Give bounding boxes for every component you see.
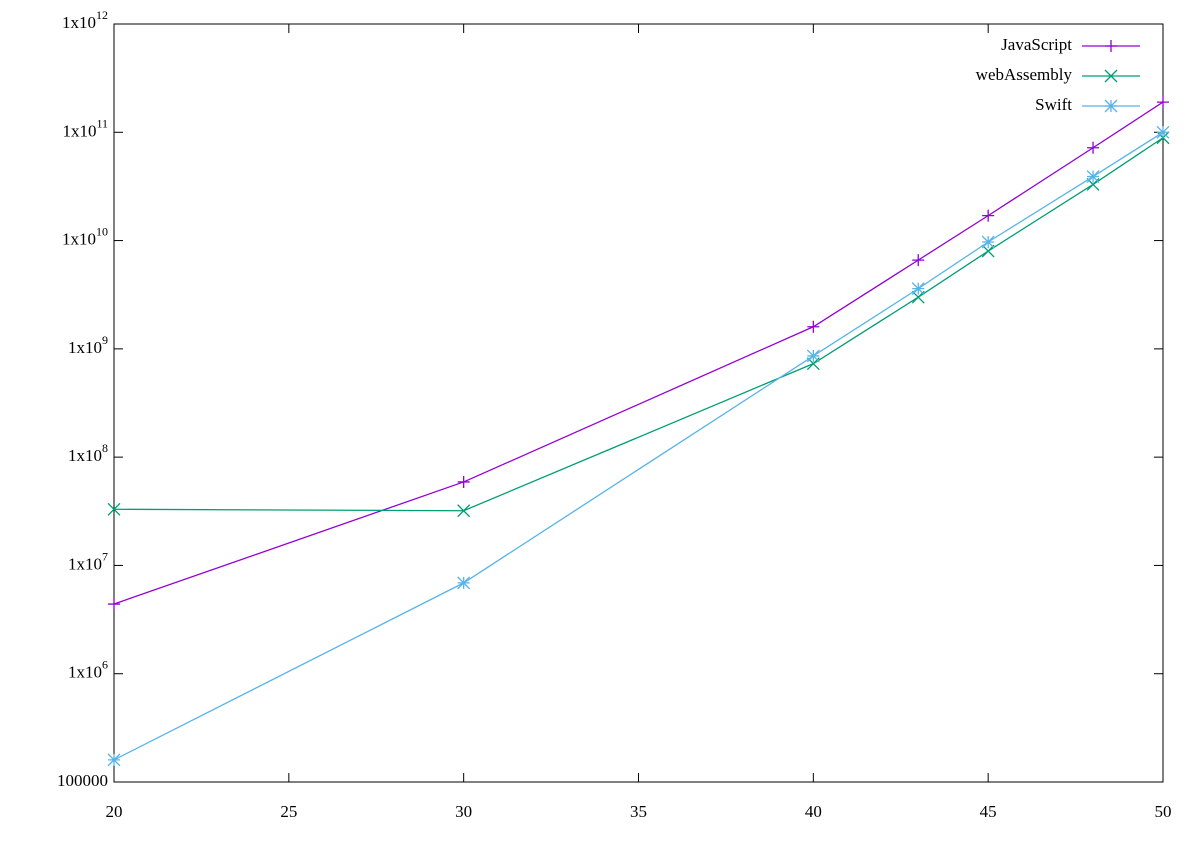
y-tick-label: 1x1011	[62, 116, 108, 140]
legend-marker	[1105, 40, 1117, 52]
legend-marker	[1104, 69, 1118, 83]
point-marker	[107, 502, 121, 516]
y-tick-base: 1x10	[62, 121, 96, 140]
point-marker	[457, 576, 471, 590]
point-marker	[1087, 141, 1100, 154]
y-tick-exponent: 9	[102, 333, 108, 347]
y-tick-base: 1x10	[68, 446, 102, 465]
y-tick-exponent: 8	[102, 441, 108, 455]
y-tick-base: 1x10	[62, 229, 96, 248]
point-marker	[806, 349, 820, 363]
point-marker	[107, 753, 121, 767]
y-tick-label: 1x106	[68, 657, 108, 681]
y-tick-exponent: 11	[96, 116, 108, 130]
x-tick-label: 20	[106, 802, 123, 821]
point-marker	[981, 235, 995, 249]
y-tick-base: 1x10	[68, 338, 102, 357]
point-marker	[1157, 96, 1169, 109]
point-marker	[911, 282, 925, 296]
x-tick-label: 35	[630, 802, 647, 821]
y-tick-label: 1x107	[68, 549, 108, 573]
series-line	[113, 101, 1164, 605]
x-tick-label: 30	[455, 802, 472, 821]
y-tick-exponent: 7	[102, 549, 108, 563]
y-tick-exponent: 6	[102, 657, 108, 671]
series-line	[113, 131, 1164, 761]
point-marker	[807, 320, 820, 333]
point-marker	[457, 504, 471, 518]
legend-label: Swift	[1035, 95, 1072, 114]
legend-label: JavaScript	[1001, 35, 1072, 54]
x-tick-label: 25	[280, 802, 297, 821]
point-marker	[912, 254, 925, 267]
legend-marker	[1104, 99, 1118, 113]
y-tick-base: 1x10	[68, 554, 102, 573]
y-tick-exponent: 12	[96, 8, 108, 22]
y-tick-label: 1x108	[68, 441, 108, 465]
point-marker	[457, 475, 470, 488]
y-tick-base: 1x10	[62, 13, 96, 32]
y-tick-base: 1x10	[68, 663, 102, 682]
point-marker	[108, 598, 120, 611]
point-marker	[1156, 125, 1170, 139]
point-marker	[981, 244, 995, 258]
point-marker	[1086, 170, 1100, 184]
y-tick-label: 1x1012	[62, 8, 108, 32]
x-tick-label: 45	[980, 802, 997, 821]
y-tick-label: 1x109	[68, 333, 108, 357]
x-tick-label: 50	[1155, 802, 1172, 821]
y-tick-exponent: 10	[96, 224, 108, 238]
legend-label: webAssembly	[976, 65, 1073, 84]
y-tick-label: 1x1010	[62, 224, 108, 248]
plot-border	[113, 23, 1164, 783]
series-line	[113, 137, 1164, 512]
x-tick-label: 40	[805, 802, 822, 821]
y-tick-label: 100000	[57, 771, 108, 790]
point-marker	[982, 209, 995, 222]
